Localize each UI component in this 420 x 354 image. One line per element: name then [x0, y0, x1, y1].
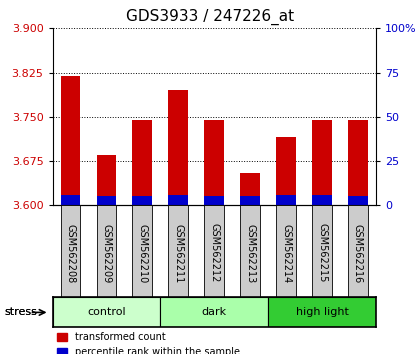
Bar — [204, 195, 224, 205]
Text: GSM562210: GSM562210 — [137, 224, 147, 283]
Bar — [60, 205, 80, 297]
Bar — [204, 205, 224, 297]
Bar — [132, 195, 152, 205]
Text: dark: dark — [202, 307, 227, 318]
Bar — [160, 297, 268, 327]
Bar — [240, 205, 260, 297]
Bar — [168, 90, 188, 205]
Text: stress: stress — [4, 307, 37, 318]
Bar — [204, 120, 224, 205]
Text: GSM562216: GSM562216 — [353, 224, 363, 283]
Text: GSM562209: GSM562209 — [101, 224, 111, 283]
Text: GSM562208: GSM562208 — [66, 224, 76, 283]
Bar — [276, 205, 296, 297]
Bar — [52, 297, 160, 327]
Bar — [276, 137, 296, 205]
Bar — [312, 120, 332, 205]
Text: high light: high light — [296, 307, 349, 318]
Legend: transformed count, percentile rank within the sample: transformed count, percentile rank withi… — [58, 332, 240, 354]
Bar — [240, 173, 260, 205]
Bar — [168, 205, 188, 297]
Bar — [268, 297, 376, 327]
Bar — [312, 205, 332, 297]
Text: GSM562212: GSM562212 — [209, 223, 219, 283]
Bar — [240, 196, 260, 205]
Bar — [312, 195, 332, 205]
Text: GDS3933 / 247226_at: GDS3933 / 247226_at — [126, 9, 294, 25]
Bar — [132, 205, 152, 297]
Bar — [348, 195, 368, 205]
Bar — [60, 75, 80, 205]
Bar — [97, 196, 116, 205]
Text: GSM562213: GSM562213 — [245, 224, 255, 283]
Bar — [348, 205, 368, 297]
Bar — [132, 120, 152, 205]
Text: GSM562215: GSM562215 — [317, 223, 327, 283]
Bar — [97, 205, 116, 297]
Text: GSM562214: GSM562214 — [281, 224, 291, 283]
Bar — [168, 195, 188, 205]
Text: control: control — [87, 307, 126, 318]
Bar — [97, 155, 116, 205]
Bar — [348, 120, 368, 205]
Bar — [60, 195, 80, 205]
Text: stress: stress — [4, 307, 37, 318]
Text: GSM562211: GSM562211 — [173, 224, 183, 283]
Bar — [276, 195, 296, 205]
